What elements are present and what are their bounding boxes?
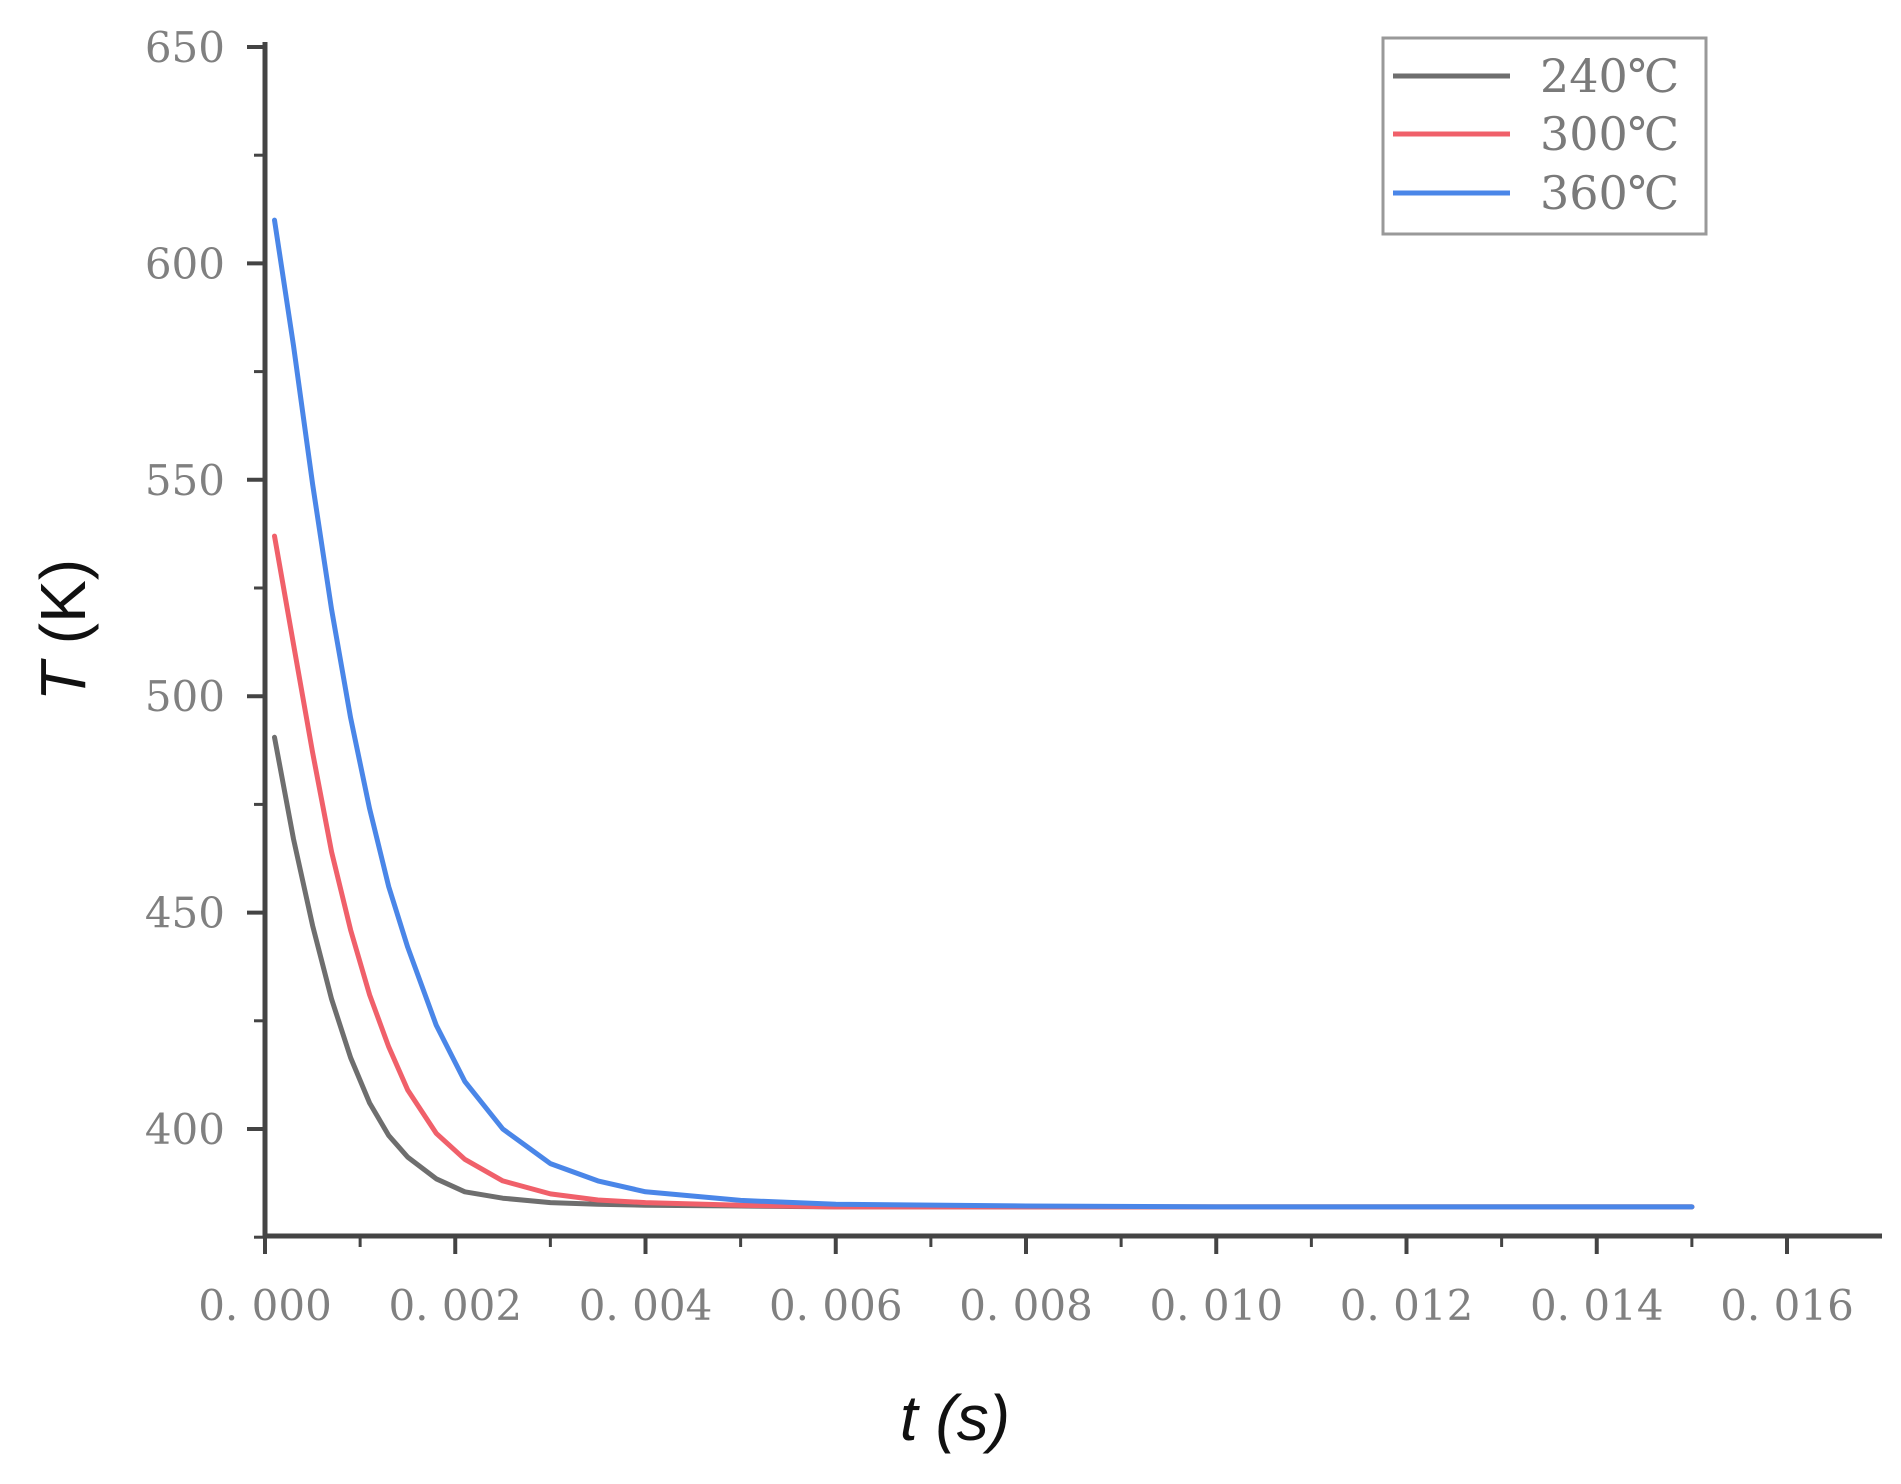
x-tick-label: 0. 008	[959, 1281, 1093, 1330]
x-tick-label: 0. 002	[388, 1281, 522, 1330]
legend-label-240: 240℃	[1540, 49, 1679, 103]
legend: 240℃ 300℃ 360℃	[1381, 36, 1708, 236]
y-tick-label: 600	[145, 239, 225, 288]
x-tick-label: 0. 006	[769, 1281, 903, 1330]
x-tick-label: 0. 000	[198, 1281, 332, 1330]
legend-label-300: 300℃	[1540, 107, 1679, 161]
x-tick-label: 0. 016	[1720, 1281, 1854, 1330]
y-tick-label: 550	[145, 456, 225, 505]
x-tick-label: 0. 012	[1340, 1281, 1474, 1330]
y-tick-label: 450	[145, 889, 225, 938]
legend-label-360: 360℃	[1540, 166, 1679, 220]
series-layer	[272, 217, 1695, 1210]
y-tick-label: 400	[145, 1105, 225, 1154]
series-line-1	[272, 734, 1695, 1210]
y-axis-title: T (K)	[27, 559, 99, 701]
axes	[262, 42, 1882, 1239]
x-tick-label: 0. 014	[1530, 1281, 1664, 1330]
ticks: 0. 000 0. 002 0. 004 0. 006 0. 008 0. 010 0. 0…	[145, 23, 1854, 1330]
y-tick-label: 500	[145, 672, 225, 721]
y-tick-label: 650	[145, 23, 225, 72]
series-line-3	[272, 217, 1695, 1210]
x-tick-label: 0. 010	[1149, 1281, 1283, 1330]
x-tick-label: 0. 004	[579, 1281, 713, 1330]
x-axis-title: t (s)	[900, 1382, 1010, 1454]
